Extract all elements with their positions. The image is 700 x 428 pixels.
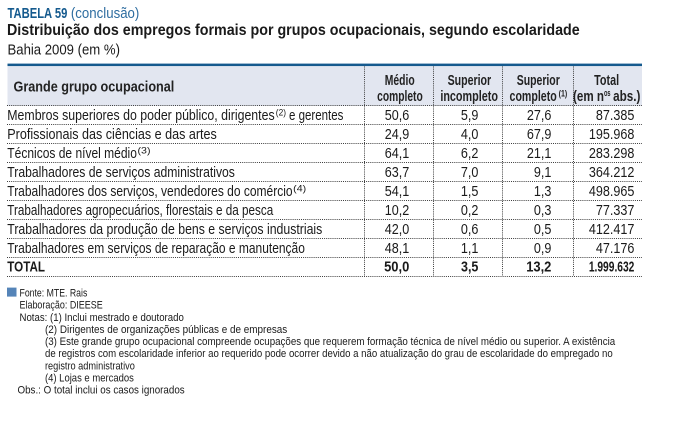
svg-text:(2) Dirigentes de organizações: (2) Dirigentes de organizações públicas … [45, 323, 287, 336]
svg-text:incompleto: incompleto [440, 87, 498, 104]
svg-text:48,1: 48,1 [385, 239, 410, 256]
svg-text:13,2: 13,2 [526, 257, 551, 274]
svg-text:Trabalhadores em serviços de r: Trabalhadores em serviços de reparação e… [7, 240, 305, 257]
svg-text:1,1: 1,1 [461, 239, 479, 256]
svg-text:63,7: 63,7 [385, 163, 410, 180]
svg-text:Trabalhadores de serviços admi: Trabalhadores de serviços administrativo… [7, 164, 235, 180]
svg-text:283.298: 283.298 [589, 144, 635, 161]
svg-text:(4): (4) [293, 184, 306, 194]
svg-text:1,5: 1,5 [461, 182, 479, 199]
svg-text:0,2: 0,2 [461, 201, 479, 218]
svg-text:os: os [604, 87, 611, 98]
svg-text:Grande grupo ocupacional: Grande grupo ocupacional [13, 77, 174, 94]
svg-text:(3): (3) [137, 146, 150, 156]
svg-text:3,5: 3,5 [461, 257, 479, 274]
svg-text:64,1: 64,1 [385, 144, 410, 161]
svg-text:0,3: 0,3 [534, 201, 552, 218]
svg-text:(3) Este grande grupo ocupacio: (3) Este grande grupo ocupacional compre… [45, 335, 615, 348]
svg-text:27,6: 27,6 [527, 106, 552, 123]
svg-text:registro administrativo: registro administrativo [45, 360, 135, 372]
svg-text:4,0: 4,0 [461, 125, 479, 142]
svg-text:54,1: 54,1 [385, 182, 410, 199]
svg-text:50,0: 50,0 [384, 257, 409, 274]
svg-text:Trabalhadores agropecuários, f: Trabalhadores agropecuários, florestais … [7, 202, 273, 219]
svg-text:21,1: 21,1 [527, 144, 552, 161]
svg-text:completo: completo [510, 87, 557, 104]
svg-text:412.417: 412.417 [589, 220, 635, 237]
svg-text:Fonte: MTE. Rais: Fonte: MTE. Rais [19, 288, 87, 300]
svg-text:77.337: 77.337 [596, 201, 635, 218]
svg-text:(2): (2) [276, 107, 286, 118]
svg-text:6,2: 6,2 [461, 144, 479, 161]
svg-text:Bahia 2009 (em %): Bahia 2009 (em %) [8, 41, 120, 58]
svg-text:67,9: 67,9 [527, 125, 552, 142]
svg-text:Médio: Médio [385, 71, 415, 88]
svg-text:Trabalhadores da produção de b: Trabalhadores da produção de bens e serv… [7, 221, 322, 237]
svg-text:7,0: 7,0 [461, 163, 479, 180]
svg-text:TOTAL: TOTAL [7, 258, 45, 275]
svg-text:195.968: 195.968 [589, 125, 635, 142]
svg-text:(em n: (em n [573, 88, 604, 105]
svg-text:Superior: Superior [448, 71, 492, 88]
svg-text:Técnicos de nível médio: Técnicos de nível médio [7, 145, 137, 162]
svg-text:(conclusão): (conclusão) [71, 5, 139, 22]
svg-text:e gerentes: e gerentes [289, 107, 344, 124]
svg-text:10,2: 10,2 [385, 201, 410, 218]
svg-text:Obs.: O total inclui os casos: Obs.: O total inclui os casos ignorados [18, 384, 185, 397]
svg-text:TABELA 59: TABELA 59 [7, 5, 67, 22]
svg-text:Trabalhadores dos serviços, ve: Trabalhadores dos serviços, vendedores d… [7, 183, 292, 200]
svg-text:Membros superiores do poder pú: Membros superiores do poder público, dir… [7, 107, 274, 123]
svg-text:364.212: 364.212 [589, 163, 635, 180]
svg-text:1,3: 1,3 [534, 182, 552, 199]
svg-text:0,9: 0,9 [534, 239, 552, 256]
svg-text:1.999.632: 1.999.632 [589, 257, 635, 275]
svg-text:87.385: 87.385 [596, 106, 635, 123]
svg-text:Profissionais das ciências e d: Profissionais das ciências e das artes [7, 125, 217, 142]
svg-text:abs.): abs.) [613, 88, 640, 105]
svg-text:de registros com escolaridade: de registros com escolaridade inferior a… [45, 347, 613, 360]
svg-text:24,9: 24,9 [385, 125, 410, 142]
svg-text:9,1: 9,1 [534, 163, 552, 180]
svg-text:Elaboração: DIEESE: Elaboração: DIEESE [19, 300, 102, 312]
svg-text:completo: completo [377, 87, 423, 105]
svg-text:Distribuição dos empregos form: Distribuição dos empregos formais por gr… [7, 21, 580, 39]
svg-text:(4) Lojas e mercados: (4) Lojas e mercados [45, 373, 134, 385]
svg-text:0,6: 0,6 [461, 220, 479, 237]
svg-text:Notas: (1) Inclui mestrado e d: Notas: (1) Inclui mestrado e doutorado [19, 311, 183, 324]
svg-text:50,6: 50,6 [385, 106, 410, 123]
svg-text:5,9: 5,9 [461, 106, 479, 123]
svg-text:0,5: 0,5 [534, 220, 552, 237]
svg-text:498.965: 498.965 [589, 182, 635, 199]
svg-text:Total: Total [594, 71, 619, 88]
svg-text:(1): (1) [559, 87, 568, 98]
svg-text:Superior: Superior [517, 71, 560, 88]
svg-text:47.176: 47.176 [596, 239, 635, 256]
svg-text:42,0: 42,0 [385, 220, 410, 237]
